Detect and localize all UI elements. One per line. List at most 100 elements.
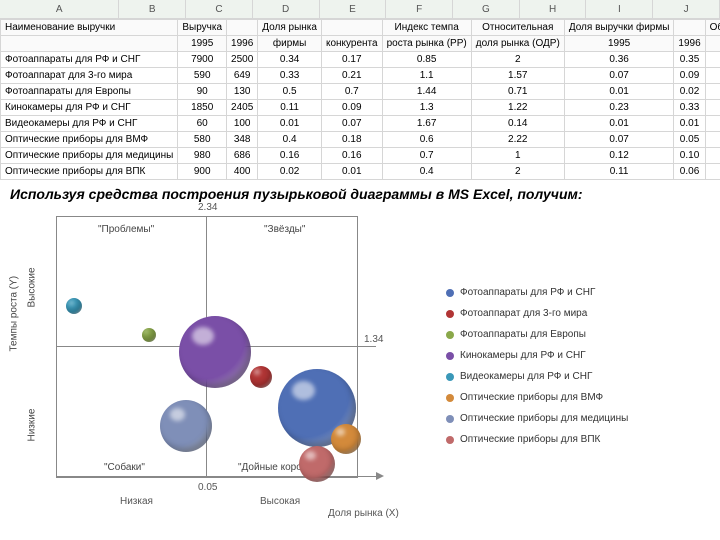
table-cell: 2405 [227,100,258,116]
col-letter: A [0,0,119,18]
table-cell: 0.09 [674,68,705,84]
table-cell: 1.22 [471,100,564,116]
table-cell: 2500 [227,52,258,68]
legend-item: Кинокамеры для РФ и СНГ [446,350,696,361]
table-cell: 580 [178,132,227,148]
table-cell: 0.09 [321,100,382,116]
x-axis-title: Доля рынка (X) [328,508,399,519]
table-cell: 90 [178,84,227,100]
table-header: фирмы [258,36,322,52]
bubble-chart: Темпы роста (Y) Высокие Низкие 2.34 1.34… [8,206,438,526]
legend-label: Фотоаппараты для РФ и СНГ [460,287,595,298]
table-cell: 0.12 [705,132,720,148]
table-cell: 0.5 [258,84,322,100]
table-cell: 2.22 [471,132,564,148]
table-cell: 0.01 [321,164,382,180]
legend-item: Фотоаппараты для РФ и СНГ [446,287,696,298]
table-cell: Фотоаппараты для Европы [1,84,178,100]
table-cell: 0.57 [705,100,720,116]
table-header: конкурента [321,36,382,52]
bubble [142,328,156,342]
table-cell: Фотоаппараты для РФ и СНГ [1,52,178,68]
table-cell: 0.01 [564,116,674,132]
table-header: Доля рынка [258,20,322,36]
table-row: Кинокамеры для РФ и СНГ185024050.110.091… [1,100,720,116]
legend-swatch-icon [446,436,454,444]
quadrant-tl: "Проблемы" [98,224,154,235]
table-cell: Фотоаппарат для 3-го мира [1,68,178,84]
table-cell: 0.7 [382,148,471,164]
col-letter: E [320,0,387,18]
table-header: Общая доля [705,20,720,36]
table-header: Индекс темпа [382,20,471,36]
table-cell: 0.22 [705,148,720,164]
table-header: 1995 [564,36,674,52]
table-header: Выручка [178,20,227,36]
col-letter: C [186,0,253,18]
col-letter: I [586,0,653,18]
table-cell: 0.4 [382,164,471,180]
col-letter: G [453,0,520,18]
table-cell: 0.14 [471,116,564,132]
table-cell: 0.71 [705,52,720,68]
table-cell: 1.3 [382,100,471,116]
bubble-chart-block: Темпы роста (Y) Высокие Низкие 2.34 1.34… [0,206,720,526]
bubble [179,316,251,388]
table-cell: 0.11 [258,100,322,116]
table-cell: 0.17 [705,164,720,180]
table-cell: 0.33 [258,68,322,84]
table-cell: Видеокамеры для РФ и СНГ [1,116,178,132]
table-cell: 0.03 [705,84,720,100]
table-cell: 0.16 [321,148,382,164]
table-cell: 0.11 [564,164,674,180]
excel-column-strip: ABCDEFGHIJ [0,0,720,19]
table-cell: 0.34 [258,52,322,68]
col-letter: F [386,0,453,18]
table-header: Доля выручки фирмы [564,20,674,36]
table-cell: 1.44 [382,84,471,100]
table-cell: 0.33 [674,100,705,116]
table-cell: 1.67 [382,116,471,132]
table-row: Оптические приборы для ВПК9004000.020.01… [1,164,720,180]
table-cell: 590 [178,68,227,84]
caption-text: Используя средства построения пузырьково… [0,180,720,206]
table-cell: 0.71 [471,84,564,100]
table-cell: 900 [178,164,227,180]
table-cell: 980 [178,148,227,164]
col-letter: B [119,0,186,18]
legend-swatch-icon [446,352,454,360]
legend-swatch-icon [446,289,454,297]
legend-item: Оптические приборы для медицины [446,413,696,424]
table-cell: 1.57 [471,68,564,84]
table-cell: 0.85 [382,52,471,68]
table-row: Фотоаппараты для Европы901300.50.71.440.… [1,84,720,100]
table-header: Наименование выручки [1,20,178,36]
table-row: Оптические приборы для ВМФ5803480.40.180… [1,132,720,148]
table-cell: 400 [227,164,258,180]
legend-swatch-icon [446,373,454,381]
table-cell: 0.16 [705,68,720,84]
legend-label: Фотоаппарат для 3-го мира [460,308,587,319]
col-letter: J [653,0,720,18]
table-cell: 0.02 [258,164,322,180]
bubble [331,424,361,454]
x-low-label: Низкая [120,496,153,507]
table-cell: 0.21 [321,68,382,84]
table-cell: 0.02 [674,84,705,100]
table-cell: Кинокамеры для РФ и СНГ [1,100,178,116]
table-header: 1996 [227,36,258,52]
y-top-value: 2.34 [198,202,217,213]
table-cell: 649 [227,68,258,84]
y-high-label: Высокие [27,267,38,307]
table-cell: 0.18 [321,132,382,148]
table-cell: 7900 [178,52,227,68]
table-cell: 0.02 [705,116,720,132]
legend-item: Фотоаппарат для 3-го мира [446,308,696,319]
table-cell: Оптические приборы для медицины [1,148,178,164]
col-letter: H [520,0,587,18]
table-header: выручки [705,36,720,52]
legend-swatch-icon [446,394,454,402]
table-cell: 1.1 [382,68,471,84]
table-cell: Оптические приборы для ВМФ [1,132,178,148]
table-row: Оптические приборы для медицины9806860.1… [1,148,720,164]
